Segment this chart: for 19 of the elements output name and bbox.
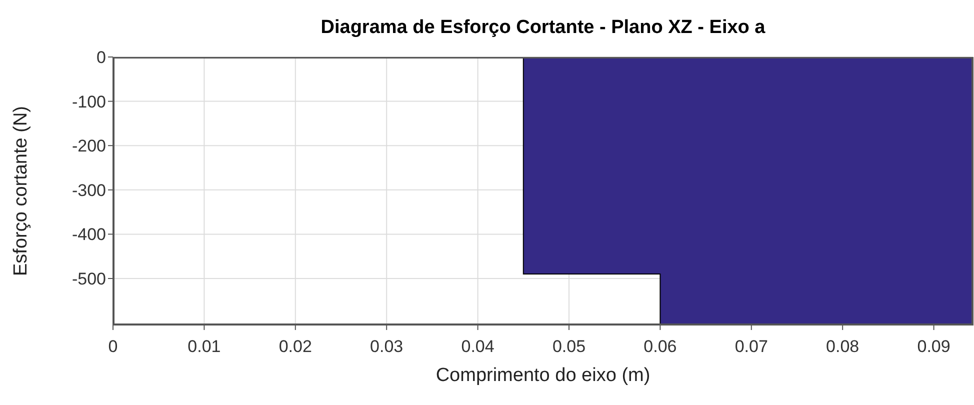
chart-title: Diagrama de Esforço Cortante - Plano XZ - Eixo a — [320, 17, 766, 39]
x-tick-label: 0.07 — [734, 337, 768, 356]
y-axis-title: Esforço cortante (N) — [10, 106, 32, 276]
y-tick-label: -500 — [72, 270, 106, 289]
x-tick-label: 0 — [108, 337, 118, 356]
x-tick-label: 0.06 — [644, 337, 677, 356]
x-tick-label: 0.05 — [552, 337, 586, 356]
x-tick-label: 0.08 — [826, 337, 860, 356]
x-tick-label: 0.04 — [461, 337, 494, 356]
x-tick-label: 0.03 — [370, 337, 404, 356]
y-tick-label: -300 — [72, 180, 106, 200]
x-tick-label: 0.09 — [917, 337, 950, 356]
y-tick-label: -200 — [72, 136, 106, 156]
y-tick-label: 0 — [96, 48, 106, 68]
x-tick-label: 0.01 — [188, 337, 221, 356]
x-tick-label: 0.02 — [278, 337, 312, 356]
y-tick-label: -100 — [72, 92, 106, 112]
x-axis-title: Comprimento do eixo (m) — [436, 365, 650, 386]
y-tick-label: -400 — [72, 225, 106, 244]
